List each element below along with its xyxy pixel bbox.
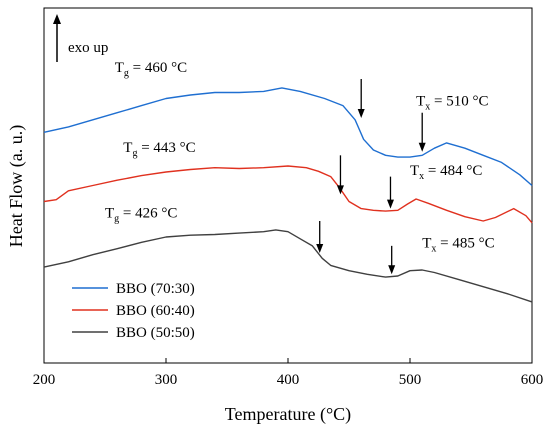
x-tick-label: 400 [277,372,300,388]
legend: BBO (70:30) BBO (60:40) BBO (50:50) [72,281,195,341]
legend-label-bbo-70-30: BBO (70:30) [116,281,195,297]
exo-up-arrowhead-icon [53,14,61,24]
exo-up-indicator: exo up [53,14,108,62]
transition-label: Tg = 426 °C [105,205,177,224]
x-axis-ticks: 200 300 400 500 600 [33,358,544,388]
legend-label-bbo-60-40: BBO (60:40) [116,303,195,319]
x-tick-label: 500 [399,372,422,388]
x-tick-label: 300 [155,372,178,388]
series-lines [43,87,533,303]
transition-annotations: Tg = 460 °C Tx = 510 °C Tg = 443 °C Tx = 48… [105,60,495,275]
series-line-50-50 [43,229,533,303]
x-axis-title: Temperature (°C) [225,404,351,425]
transition-arrowhead-icon [418,142,426,152]
x-tick-label: 200 [33,372,56,388]
transition-label: Tx = 510 °C [416,94,488,113]
series-line-70-30 [43,87,533,187]
transition-arrowhead-icon [357,109,365,119]
x-tick-label: 600 [521,372,544,388]
transition-arrowhead-icon [336,185,344,195]
transition-label: Tg = 460 °C [115,60,187,79]
y-axis-title: Heat Flow (a. u.) [6,125,27,247]
legend-label-bbo-50-50: BBO (50:50) [116,325,195,341]
transition-label: Tx = 485 °C [422,236,494,255]
transition-arrowhead-icon [388,265,396,275]
transition-arrowhead-icon [316,243,324,253]
transition-label: Tx = 484 °C [410,163,482,182]
exo-up-label: exo up [68,40,108,56]
transition-arrowhead-icon [386,199,394,209]
transition-label: Tg = 443 °C [123,140,195,159]
